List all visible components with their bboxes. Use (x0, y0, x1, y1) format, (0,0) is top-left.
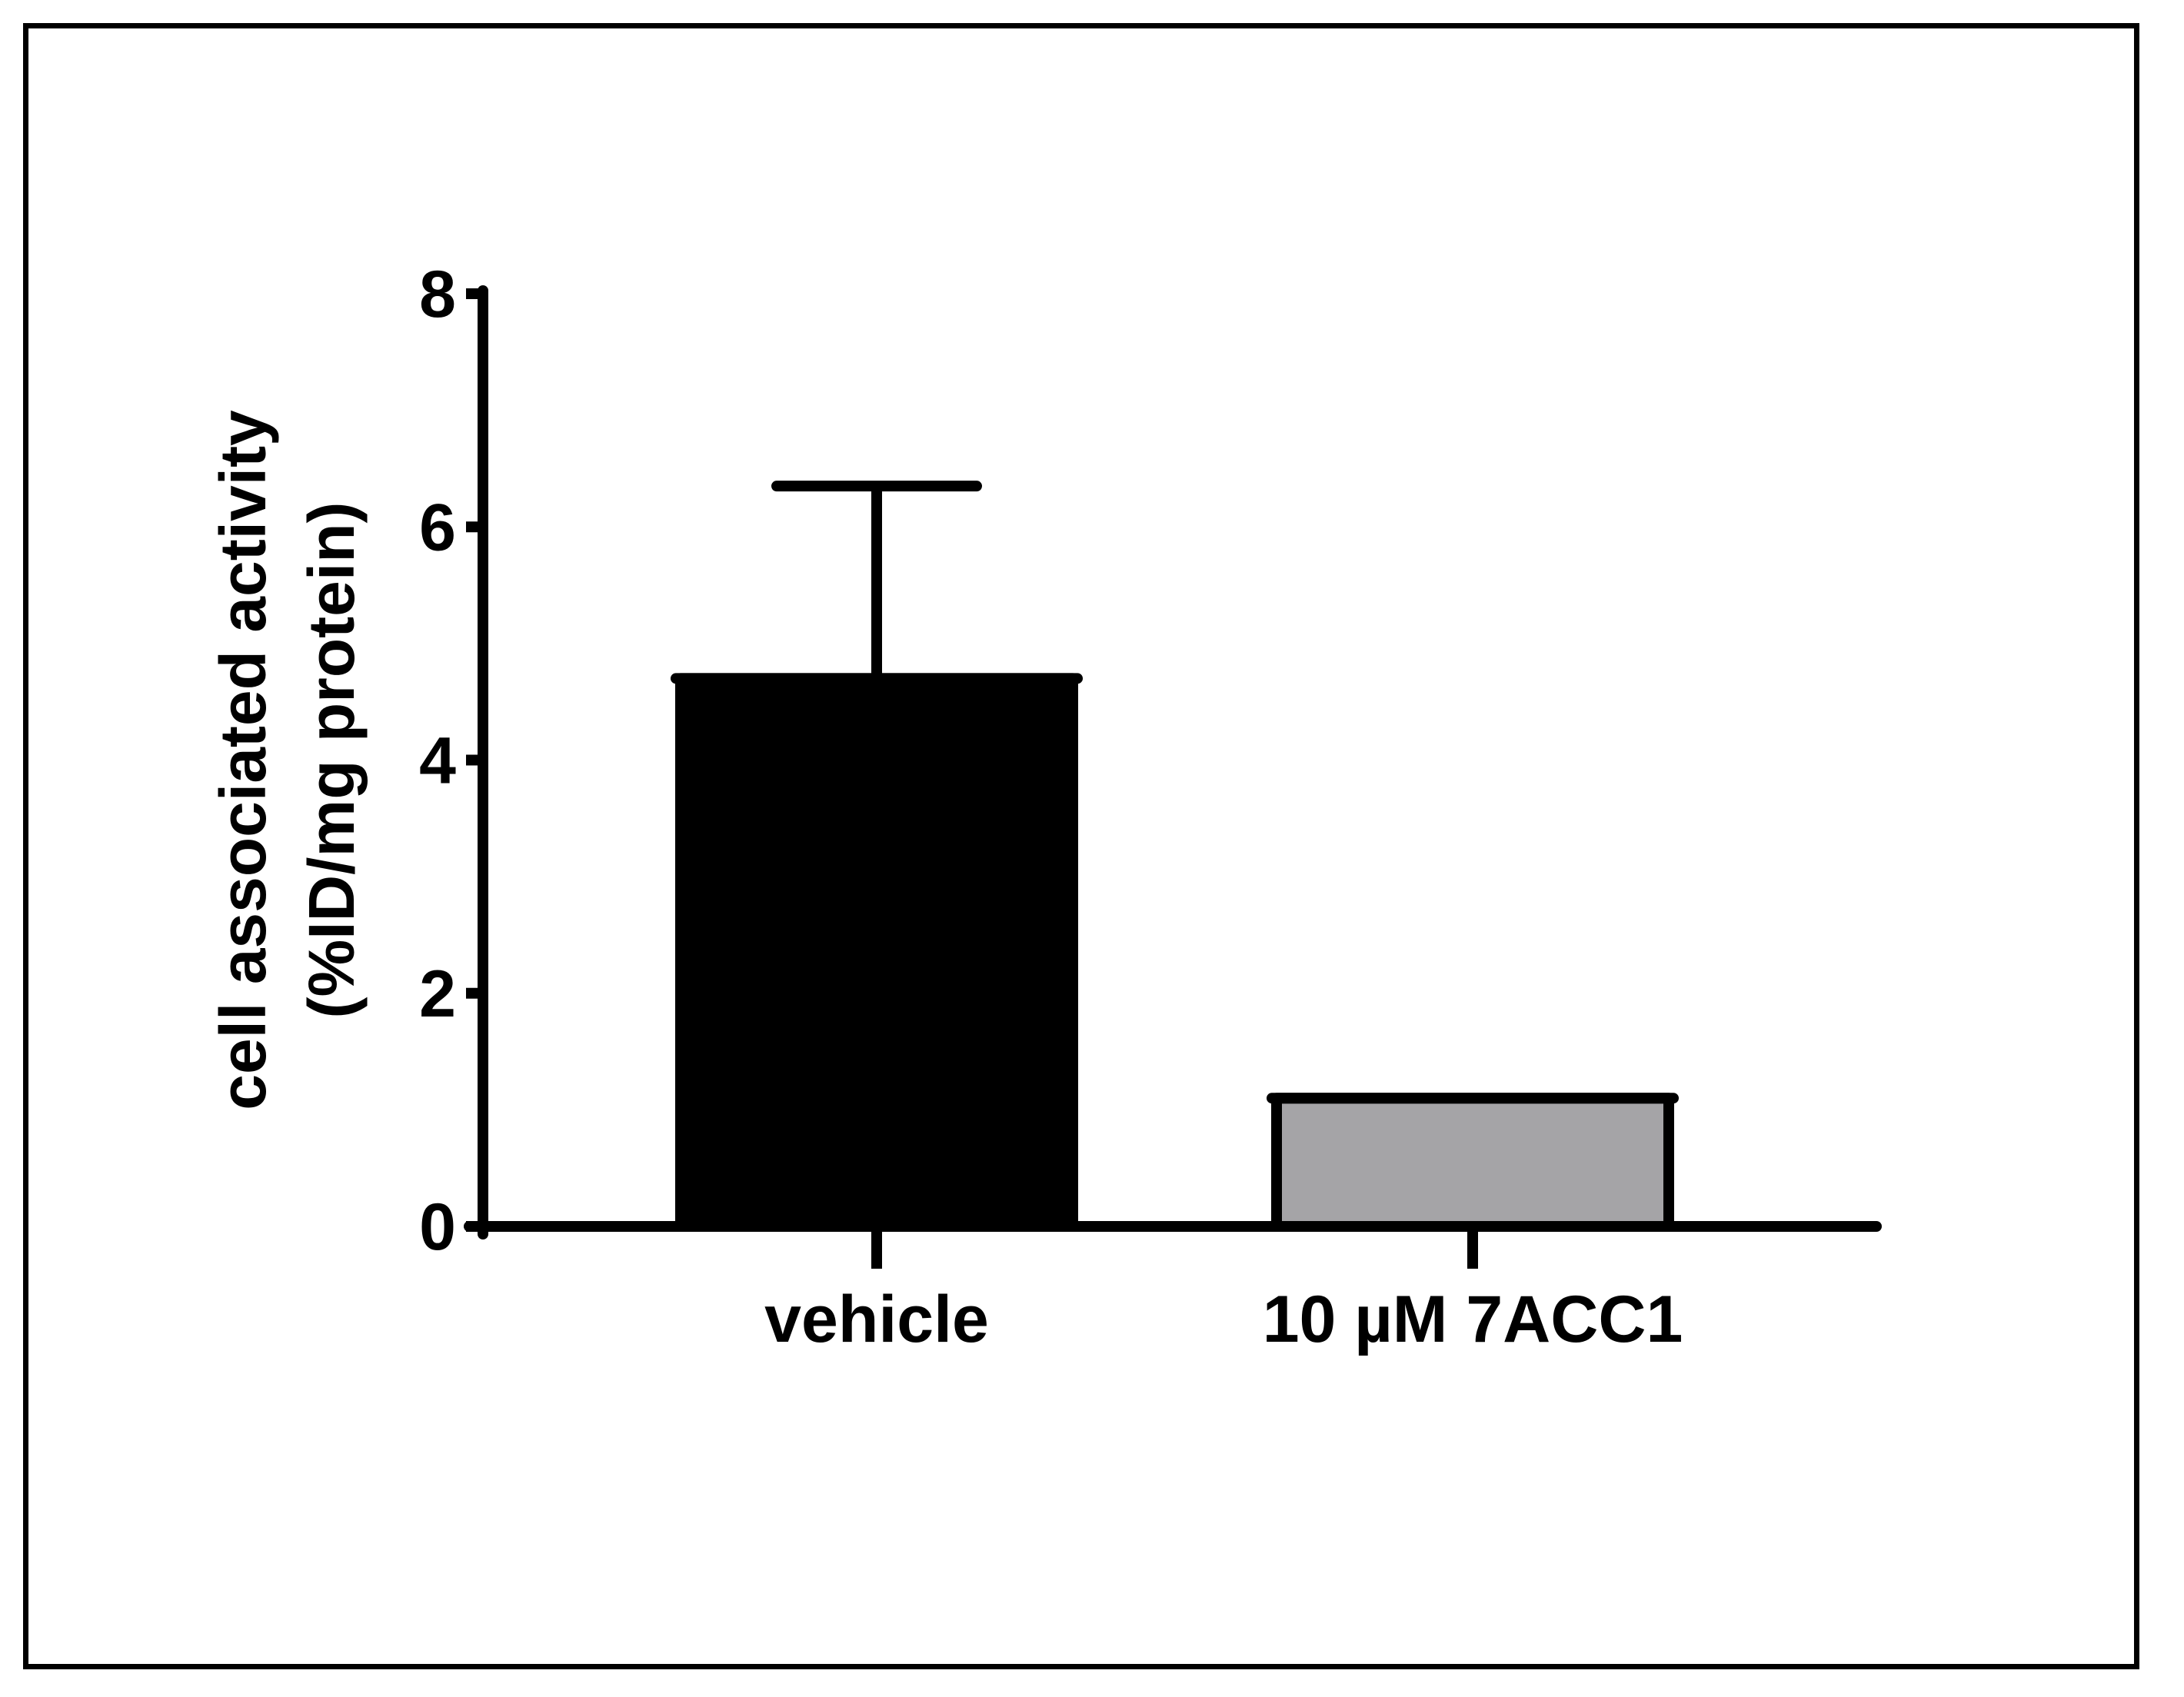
y-tick-label: 8 (419, 258, 456, 331)
y-axis-label-line: cell associated activity (207, 410, 279, 1110)
x-category-label: 10 µM 7ACC1 (1263, 1283, 1683, 1356)
y-tick-label: 4 (419, 724, 456, 798)
bar-vehicle (681, 678, 1073, 1226)
y-tick-label: 2 (419, 957, 456, 1031)
x-category-label: vehicle (764, 1283, 989, 1356)
y-tick-label: 6 (419, 491, 456, 564)
bar-10-m-7acc1 (1277, 1098, 1669, 1226)
y-axis-label-line: (%ID/mg protein) (295, 502, 368, 1019)
y-tick-label: 0 (419, 1190, 456, 1264)
